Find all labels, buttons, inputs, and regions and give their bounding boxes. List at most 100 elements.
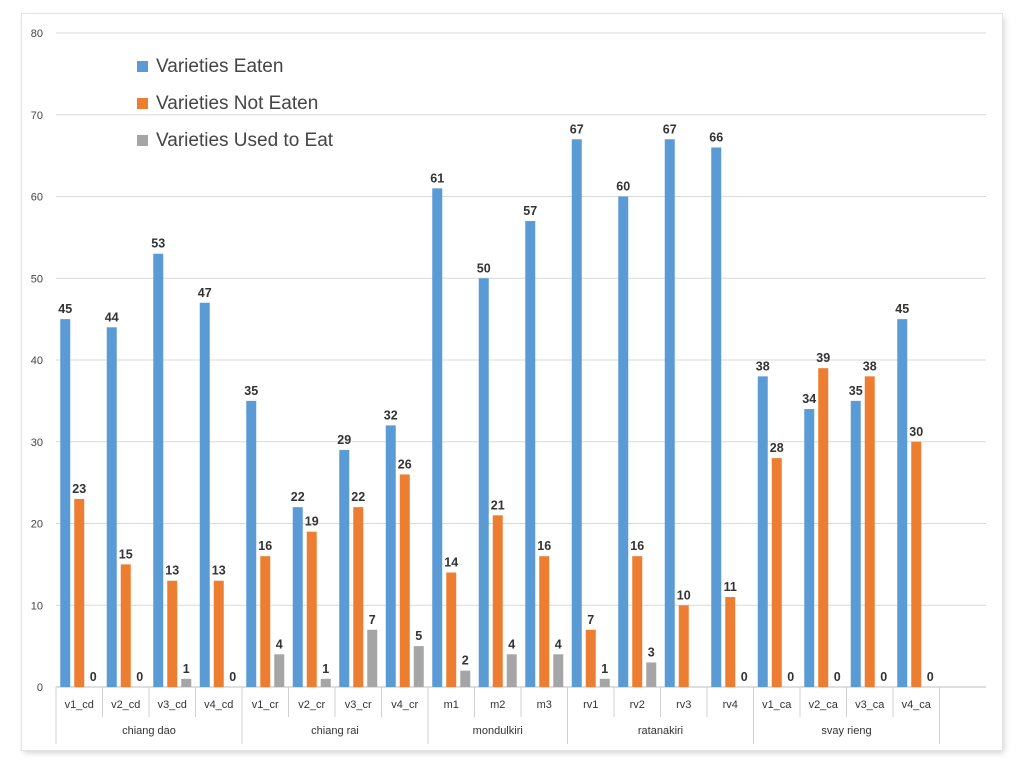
data-label-rv4-s0: 66 bbox=[709, 130, 723, 144]
data-label-v2_cd-s1: 15 bbox=[119, 547, 133, 561]
data-label-v4_ca-s1: 30 bbox=[909, 425, 923, 439]
data-label-v3_ca-s0: 35 bbox=[849, 384, 863, 398]
bar-v2_cr-s2 bbox=[320, 678, 331, 687]
data-label-v2_cr-s1: 19 bbox=[305, 515, 319, 529]
data-label-v2_cr-s0: 22 bbox=[291, 490, 305, 504]
category-label: v4_cr bbox=[391, 699, 418, 711]
bar-v2_cd-s1 bbox=[120, 564, 131, 687]
legend-entry: Varieties Not Eaten bbox=[156, 93, 318, 114]
group-label: mondulkiri bbox=[473, 725, 523, 737]
data-label-v1_cd-s2: 0 bbox=[90, 670, 97, 684]
y-tick-label: 50 bbox=[31, 273, 43, 285]
bar-rv2-s0 bbox=[618, 196, 629, 687]
data-label-v3_cr-s2: 7 bbox=[369, 613, 376, 627]
data-label-v2_ca-s0: 34 bbox=[802, 392, 816, 406]
bar-v4_cd-s0 bbox=[199, 302, 210, 687]
data-labels: 4523044150531314713035164221912922732265… bbox=[58, 122, 933, 684]
bar-v4_cr-s1 bbox=[399, 474, 410, 687]
data-label-v4_ca-s2: 0 bbox=[927, 670, 934, 684]
data-label-v4_cr-s0: 32 bbox=[384, 408, 398, 422]
bar-rv1-s2 bbox=[599, 678, 610, 687]
data-label-v4_cd-s0: 47 bbox=[198, 286, 212, 300]
bars bbox=[60, 139, 922, 687]
data-label-rv4-s1: 11 bbox=[724, 580, 737, 594]
category-label: rv3 bbox=[676, 699, 691, 711]
bar-rv2-s1 bbox=[632, 556, 643, 687]
data-label-v3_cd-s1: 13 bbox=[165, 564, 179, 578]
bar-rv2-s2 bbox=[646, 662, 657, 687]
data-label-rv2-s0: 60 bbox=[616, 180, 630, 194]
category-label: v4_cd bbox=[204, 699, 233, 711]
data-label-v1_cr-s0: 35 bbox=[244, 384, 258, 398]
data-label-rv2-s2: 3 bbox=[648, 645, 655, 659]
data-label-v3_cd-s2: 1 bbox=[183, 662, 190, 676]
y-tick-label: 20 bbox=[31, 519, 43, 531]
category-label: rv2 bbox=[630, 699, 645, 711]
data-label-v4_cr-s2: 5 bbox=[415, 629, 422, 643]
legend-swatch bbox=[137, 98, 148, 109]
category-label: v3_ca bbox=[855, 699, 885, 711]
category-label: v3_cd bbox=[158, 699, 187, 711]
bar-m2-s1 bbox=[492, 515, 503, 687]
data-label-v1_cd-s1: 23 bbox=[72, 482, 86, 496]
bar-v2_cr-s1 bbox=[306, 531, 317, 687]
bar-v1_ca-s1 bbox=[771, 458, 782, 687]
bar-rv1-s0 bbox=[571, 139, 582, 687]
data-label-m2-s0: 50 bbox=[477, 261, 491, 275]
bar-v4_cr-s0 bbox=[385, 425, 396, 687]
data-label-rv3-s0: 67 bbox=[663, 122, 677, 136]
bar-v3_ca-s0 bbox=[850, 400, 861, 687]
data-label-v1_ca-s2: 0 bbox=[787, 670, 794, 684]
category-label: v2_cr bbox=[298, 699, 325, 711]
data-label-v3_cd-s0: 53 bbox=[151, 237, 165, 251]
bar-v4_cr-s2 bbox=[413, 646, 424, 687]
gridlines bbox=[56, 32, 986, 688]
bar-v3_ca-s1 bbox=[864, 376, 875, 687]
group-label: chiang dao bbox=[122, 725, 176, 737]
data-label-m3-s0: 57 bbox=[523, 204, 537, 218]
data-label-v3_ca-s1: 38 bbox=[863, 359, 877, 373]
bar-rv3-s1 bbox=[678, 605, 689, 687]
data-label-v2_ca-s2: 0 bbox=[834, 670, 841, 684]
group-label: chiang rai bbox=[311, 725, 359, 737]
y-tick-label: 80 bbox=[31, 28, 43, 40]
data-label-v1_ca-s0: 38 bbox=[756, 359, 770, 373]
category-label: m3 bbox=[537, 699, 552, 711]
category-label: v2_cd bbox=[111, 699, 140, 711]
chart-frame bbox=[22, 14, 1002, 750]
bar-rv4-s0 bbox=[711, 147, 722, 687]
data-label-v1_cr-s2: 4 bbox=[276, 637, 283, 651]
category-label: rv1 bbox=[583, 699, 598, 711]
legend-swatch bbox=[137, 135, 148, 146]
data-label-rv1-s0: 67 bbox=[570, 122, 584, 136]
bar-rv3-s0 bbox=[664, 139, 675, 687]
bar-v2_ca-s0 bbox=[804, 409, 815, 687]
y-tick-label: 30 bbox=[31, 437, 43, 449]
legend-entry: Varieties Used to Eat bbox=[156, 130, 334, 151]
category-label: v2_ca bbox=[809, 699, 839, 711]
y-tick-label: 60 bbox=[31, 192, 43, 204]
bar-v4_ca-s1 bbox=[911, 441, 922, 687]
data-label-m1-s1: 14 bbox=[444, 556, 458, 570]
bar-m1-s1 bbox=[446, 572, 457, 687]
bar-v3_cr-s2 bbox=[367, 629, 378, 687]
data-label-v3_cr-s1: 22 bbox=[351, 490, 365, 504]
data-label-v4_cd-s1: 13 bbox=[212, 564, 226, 578]
y-tick-label: 70 bbox=[31, 110, 43, 122]
data-label-m2-s1: 21 bbox=[491, 498, 505, 512]
category-label: v1_cr bbox=[252, 699, 279, 711]
data-label-v1_cr-s1: 16 bbox=[258, 539, 272, 553]
y-tick-label: 10 bbox=[31, 600, 43, 612]
bar-v3_cd-s0 bbox=[153, 253, 164, 687]
data-label-m1-s0: 61 bbox=[430, 171, 444, 185]
bar-m3-s0 bbox=[525, 221, 536, 687]
group-label: svay rieng bbox=[821, 725, 871, 737]
y-axis: 0 10 20 30 40 50 60 70 80 bbox=[31, 28, 43, 694]
bar-v3_cr-s1 bbox=[353, 507, 364, 687]
category-label: v4_ca bbox=[902, 699, 932, 711]
legend: Varieties Eaten Varieties Not Eaten Variet… bbox=[137, 56, 334, 151]
data-label-rv2-s1: 16 bbox=[630, 539, 644, 553]
bar-m1-s2 bbox=[460, 670, 471, 687]
data-label-v2_ca-s1: 39 bbox=[816, 351, 830, 365]
